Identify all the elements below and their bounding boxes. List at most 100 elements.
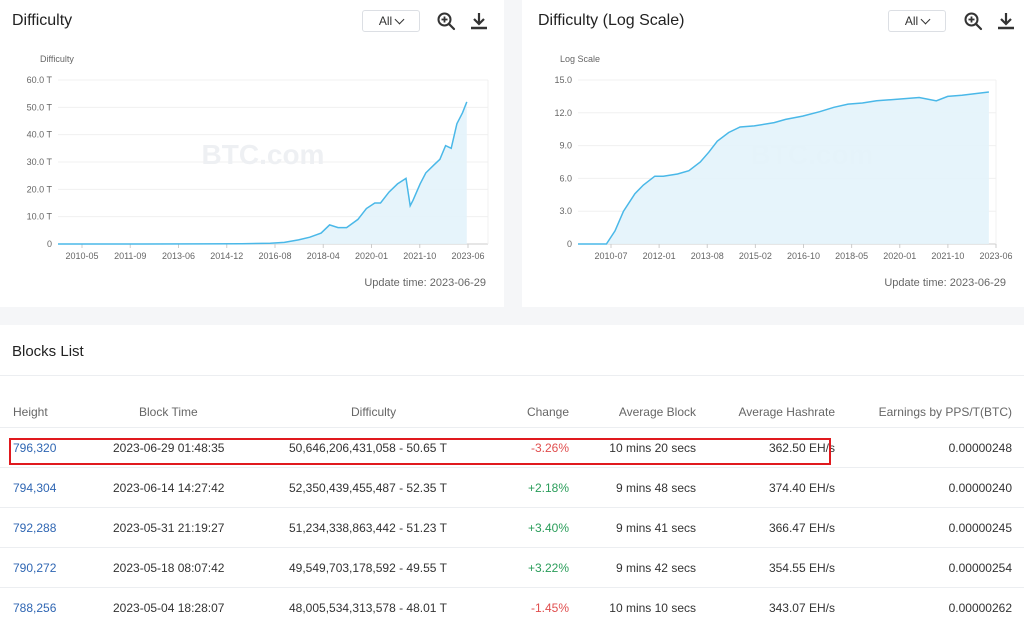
average-hashrate: 366.47 EH/s [696, 507, 835, 548]
difficulty-panel: Difficulty All Difficulty 0 10.0 T 20.0 T 30… [0, 0, 504, 307]
y-tick-label: 0 [47, 239, 52, 249]
y-tick-label: 6.0 [559, 173, 572, 183]
x-tick-label: 2010-05 [65, 251, 98, 261]
earnings-value: 0.00000245 [835, 507, 1024, 548]
x-tick-label: 2018-05 [835, 251, 868, 261]
y-tick-label: 60.0 T [27, 75, 53, 85]
y-tick-label: 30.0 T [27, 157, 53, 167]
y-tick-label: 9.0 [559, 141, 572, 151]
block-time: 2023-05-31 21:19:27 [113, 507, 289, 548]
x-tick-label: 2011-09 [114, 251, 146, 261]
range-select[interactable]: All [888, 10, 946, 32]
section-title: Blocks List [12, 343, 84, 360]
difficulty-value: 48,005,534,313,578 - 48.01 T [289, 587, 499, 627]
change-value: -3.26% [499, 427, 569, 468]
download-icon[interactable] [469, 11, 489, 31]
y-tick-label: 3.0 [559, 206, 572, 216]
y-tick-label: 40.0 T [27, 130, 53, 140]
chevron-down-icon [920, 14, 931, 24]
chevron-down-icon [394, 14, 405, 24]
table-row: 796,320 2023-06-29 01:48:35 50,646,206,431… [0, 427, 1024, 468]
earnings-value: 0.00000254 [835, 547, 1024, 588]
update-time: Update time: 2023-06-29 [364, 277, 486, 289]
range-select-value: All [378, 14, 393, 28]
x-tick-label: 2013-08 [691, 251, 724, 261]
block-time: 2023-05-04 18:28:07 [113, 587, 289, 627]
x-tick-label: 2021-10 [403, 251, 436, 261]
change-value: +3.22% [499, 547, 569, 588]
blocks-table: Height Block Time Difficulty Change Aver… [0, 397, 1024, 627]
x-tick-label: 2015-02 [739, 251, 772, 261]
x-tick-label: 2021-10 [931, 251, 964, 261]
y-tick-label: 20.0 T [27, 184, 53, 194]
column-header: Earnings by PPS/T(BTC) [878, 405, 1012, 419]
block-time: 2023-05-18 08:07:42 [113, 547, 289, 588]
table-row: 788,256 2023-05-04 18:28:07 48,005,534,313… [0, 587, 1024, 627]
download-icon[interactable] [996, 11, 1016, 31]
change-value: -1.45% [499, 587, 569, 627]
block-height-link[interactable]: 796,320 [0, 427, 113, 468]
x-tick-label: 2018-04 [307, 251, 340, 261]
average-block-time: 9 mins 48 secs [569, 467, 696, 508]
column-header: Average Hashrate [738, 405, 835, 419]
difficulty-log-panel: Difficulty (Log Scale) All Log Scale 0 3.0… [522, 0, 1024, 307]
update-time: Update time: 2023-06-29 [884, 277, 1006, 289]
average-hashrate: 354.55 EH/s [696, 547, 835, 588]
block-time: 2023-06-14 14:27:42 [113, 467, 289, 508]
x-tick-label: 2020-01 [883, 251, 916, 261]
y-tick-label: 0 [567, 239, 572, 249]
blocks-list-panel: Blocks List Height Block Time Difficulty… [0, 325, 1024, 629]
difficulty-value: 50,646,206,431,058 - 50.65 T [289, 427, 499, 468]
difficulty-value: 52,350,439,455,487 - 52.35 T [289, 467, 499, 508]
block-height-link[interactable]: 792,288 [0, 507, 113, 548]
table-row: 792,288 2023-05-31 21:19:27 51,234,338,863… [0, 507, 1024, 548]
average-block-time: 9 mins 42 secs [569, 547, 696, 588]
series-line [578, 91, 989, 245]
y-axis-label: Log Scale [560, 54, 600, 64]
difficulty-value: 51,234,338,863,442 - 51.23 T [289, 507, 499, 548]
block-height-link[interactable]: 788,256 [0, 587, 113, 627]
change-value: +3.40% [499, 507, 569, 548]
average-hashrate: 343.07 EH/s [696, 587, 835, 627]
average-block-time: 10 mins 20 secs [569, 427, 696, 468]
x-tick-label: 2016-10 [787, 251, 820, 261]
x-tick-label: 2014-12 [210, 251, 243, 261]
panel-title: Difficulty [12, 12, 73, 29]
average-block-time: 9 mins 41 secs [569, 507, 696, 548]
y-tick-label: 50.0 T [27, 102, 53, 112]
average-hashrate: 374.40 EH/s [696, 467, 835, 508]
earnings-value: 0.00000262 [835, 587, 1024, 627]
zoom-in-icon[interactable] [963, 11, 983, 31]
difficulty-chart: Difficulty 0 10.0 T 20.0 T 30.0 T 40.0 T 50.0 … [27, 54, 489, 261]
x-tick-label: 2020-01 [355, 251, 388, 261]
x-tick-label: 2023-06 [451, 251, 484, 261]
y-axis-label: Difficulty [40, 54, 74, 64]
x-tick-label: 2013-06 [162, 251, 195, 261]
difficulty-log-chart: Log Scale 0 3.0 6.0 9.0 12.0 15.0 2010-07 2012-0… [554, 54, 1012, 261]
column-header: Block Time [139, 405, 198, 419]
y-tick-label: 12.0 [554, 108, 572, 118]
range-select-value: All [904, 14, 919, 28]
table-row: 790,272 2023-05-18 08:07:42 49,549,703,178… [0, 547, 1024, 588]
panel-title: Difficulty (Log Scale) [538, 12, 685, 29]
earnings-value: 0.00000248 [835, 427, 1024, 468]
watermark: BTC.com [202, 139, 325, 170]
x-tick-label: 2012-01 [643, 251, 676, 261]
average-block-time: 10 mins 10 secs [569, 587, 696, 627]
x-tick-label: 2016-08 [258, 251, 291, 261]
column-header: Height [13, 405, 48, 419]
block-height-link[interactable]: 790,272 [0, 547, 113, 588]
difficulty-value: 49,549,703,178,592 - 49.55 T [289, 547, 499, 588]
x-tick-label: 2023-06 [979, 251, 1012, 261]
block-time: 2023-06-29 01:48:35 [113, 427, 289, 468]
column-header: Average Block [618, 405, 696, 419]
y-tick-label: 10.0 T [27, 212, 53, 222]
series-area [578, 92, 989, 244]
table-header-row: Height Block Time Difficulty Change Aver… [0, 397, 1024, 428]
series-area [58, 101, 467, 245]
range-select[interactable]: All [362, 10, 420, 32]
block-height-link[interactable]: 794,304 [0, 467, 113, 508]
zoom-in-icon[interactable] [436, 11, 456, 31]
series-line [58, 101, 468, 245]
table-row: 794,304 2023-06-14 14:27:42 52,350,439,455… [0, 467, 1024, 508]
